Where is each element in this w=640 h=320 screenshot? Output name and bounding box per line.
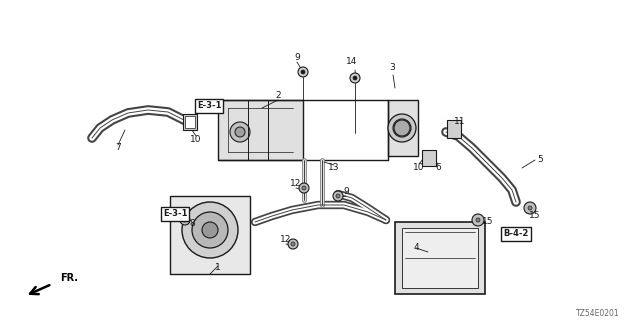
Bar [447,120,461,138]
Circle shape [182,202,238,258]
Circle shape [336,194,340,198]
Text: 1: 1 [215,263,221,273]
Circle shape [302,186,306,190]
Circle shape [350,73,360,83]
Bar [185,116,195,128]
Circle shape [472,214,484,226]
Bar [388,100,418,156]
Text: 15: 15 [483,218,493,227]
Circle shape [353,76,357,80]
Circle shape [394,120,410,136]
Text: 11: 11 [454,117,466,126]
Text: 9: 9 [294,52,300,61]
Text: E-3-1: E-3-1 [163,210,188,219]
Circle shape [388,114,416,142]
Bar [218,100,303,160]
Text: 8: 8 [189,220,195,228]
Circle shape [299,183,309,193]
Circle shape [393,119,411,137]
Circle shape [202,222,218,238]
Text: 9: 9 [343,188,349,196]
Text: 2: 2 [275,91,281,100]
Text: 12: 12 [291,180,301,188]
Circle shape [192,212,228,248]
Text: TZ54E0201: TZ54E0201 [577,309,620,318]
Bar [402,228,478,288]
Circle shape [183,218,187,222]
Bar [170,196,250,274]
Circle shape [291,242,295,246]
Text: E-3-1: E-3-1 [196,101,221,110]
Text: 6: 6 [435,164,441,172]
Text: 15: 15 [529,211,541,220]
Text: 5: 5 [537,156,543,164]
Text: B-4-2: B-4-2 [503,229,529,238]
Text: 12: 12 [280,236,292,244]
Text: 7: 7 [115,143,121,153]
Text: 13: 13 [328,164,340,172]
Circle shape [235,127,245,137]
Circle shape [288,239,298,249]
Bar [395,222,485,294]
Text: 10: 10 [413,164,425,172]
Circle shape [301,70,305,74]
Text: 10: 10 [190,135,202,145]
Circle shape [333,191,343,201]
Text: FR.: FR. [60,273,78,283]
Circle shape [528,206,532,210]
Circle shape [180,215,190,225]
Bar [422,150,436,166]
Circle shape [298,67,308,77]
Circle shape [524,202,536,214]
Text: 3: 3 [389,63,395,73]
Text: 4: 4 [413,244,419,252]
Bar [183,114,197,130]
Circle shape [230,122,250,142]
Circle shape [476,218,480,222]
Text: 14: 14 [346,58,358,67]
